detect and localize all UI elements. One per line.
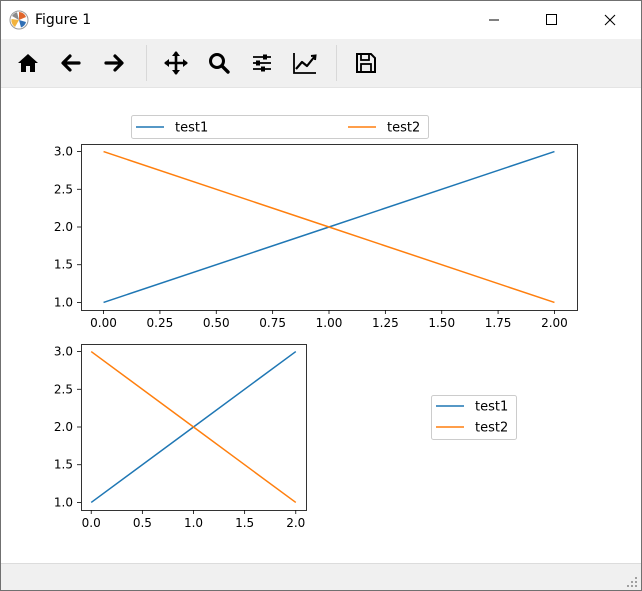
y-tick-label: 2.5	[54, 382, 73, 396]
x-tick-label: 1.25	[372, 316, 399, 330]
floppy-disk-icon	[356, 53, 376, 73]
configure-subplots-button[interactable]	[245, 46, 279, 80]
resize-grip-icon[interactable]	[626, 576, 638, 588]
legend-label-test2: test2	[387, 121, 420, 136]
line-chart-icon	[293, 53, 317, 74]
maximize-icon	[546, 14, 557, 25]
x-tick-label: 1.00	[316, 316, 343, 330]
y-tick-label: 2.0	[54, 420, 73, 434]
status-bar	[1, 563, 641, 590]
magnifier-icon	[209, 53, 230, 74]
x-tick-label: 0.50	[203, 316, 230, 330]
x-tick-label: 1.50	[428, 316, 455, 330]
save-button[interactable]	[349, 46, 383, 80]
toolbar-separator	[336, 45, 337, 81]
x-tick-label: 0.0	[82, 516, 101, 530]
y-tick-label: 2.0	[54, 220, 73, 234]
toolbar-separator	[146, 45, 147, 81]
x-tick-label: 2.0	[286, 516, 305, 530]
arrow-right-icon	[104, 54, 124, 72]
minimize-icon	[489, 19, 499, 21]
sliders-icon	[253, 54, 271, 72]
legend-2: test1 test2	[431, 395, 517, 440]
y-tick-label: 3.0	[54, 345, 73, 359]
title-bar[interactable]: Figure 1	[1, 1, 641, 39]
axes-1: 0.00 0.25 0.50 0.75 1.00 1.25 1.50 1.75 2.00 1.0 1…	[54, 144, 578, 330]
home-button[interactable]	[11, 46, 45, 80]
axes-frame	[81, 344, 307, 511]
y-tick-label: 1.0	[54, 295, 73, 309]
figure-plot: 0.00 0.25 0.50 0.75 1.00 1.25 1.50 1.75 2.00 1.0 1…	[54, 115, 578, 530]
zoom-button[interactable]	[202, 46, 236, 80]
y-tick-label: 3.0	[54, 145, 73, 159]
maximize-button[interactable]	[529, 1, 575, 39]
x-tick-label: 0.00	[90, 316, 117, 330]
arrow-left-icon	[61, 54, 81, 72]
legend-label-test1: test1	[175, 121, 208, 136]
move-icon	[164, 51, 188, 75]
home-icon	[18, 54, 38, 72]
axes-2: 0.0 0.5 1.0 1.5 2.0 1.0 1.5 2.0 2.5 3.0	[54, 344, 307, 530]
minimize-button[interactable]	[471, 1, 517, 39]
x-tick-label: 2.00	[541, 316, 568, 330]
legend-frame	[131, 115, 429, 139]
x-tick-label: 0.5	[133, 516, 152, 530]
y-tick-label: 1.5	[54, 458, 73, 472]
x-tick-label: 1.5	[235, 516, 254, 530]
x-tick-label: 1.75	[485, 316, 512, 330]
series-line-test2	[103, 150, 555, 304]
x-tick-label: 0.75	[259, 316, 286, 330]
close-button[interactable]	[587, 1, 633, 39]
window-title: Figure 1	[35, 12, 92, 28]
forward-button[interactable]	[97, 46, 131, 80]
series-line-test2	[90, 350, 297, 504]
y-tick-label: 1.5	[54, 258, 73, 272]
pan-button[interactable]	[159, 46, 193, 80]
x-tick-label: 1.0	[184, 516, 203, 530]
axes-frame	[81, 144, 578, 311]
x-tick-label: 0.25	[147, 316, 174, 330]
figure-canvas[interactable]: 0.00 0.25 0.50 0.75 1.00 1.25 1.50 1.75 2.00 1.0 1…	[1, 88, 641, 563]
navigation-toolbar	[1, 39, 641, 88]
legend-1: test1 test2	[131, 115, 429, 139]
back-button[interactable]	[54, 46, 88, 80]
legend-label-test2: test2	[475, 421, 508, 436]
close-icon	[604, 14, 616, 26]
legend-label-test1: test1	[475, 400, 508, 415]
edit-axes-button[interactable]	[288, 46, 322, 80]
y-tick-label: 1.0	[54, 495, 73, 509]
y-tick-label: 2.5	[54, 182, 73, 196]
matplotlib-app-icon	[9, 10, 29, 30]
